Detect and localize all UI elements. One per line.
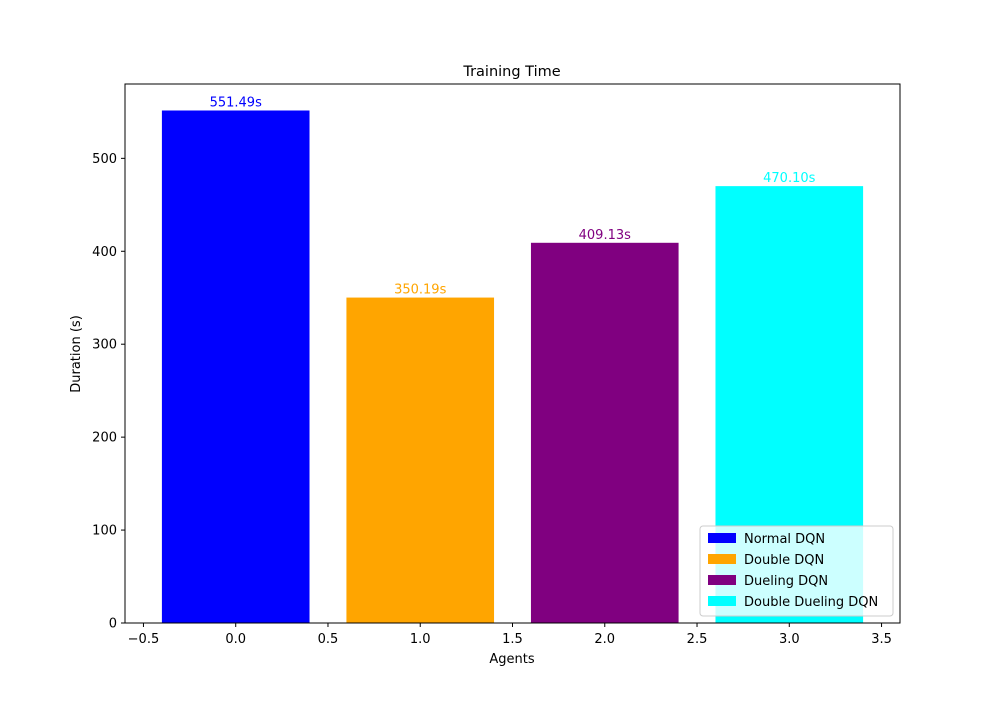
x-tick-label: 2.0	[594, 632, 615, 647]
bar-double-dqn	[346, 297, 495, 623]
x-tick-label: −0.5	[128, 632, 160, 647]
legend-swatch-normal-dqn	[708, 533, 736, 543]
bar-dueling-dqn	[530, 242, 679, 623]
legend-box	[699, 525, 894, 617]
legend-label-normal-dqn: Normal DQN	[744, 532, 825, 547]
x-tick-label: 1.0	[410, 632, 431, 647]
y-tick-label: 400	[92, 245, 117, 260]
chart-title: Training Time	[462, 64, 560, 80]
x-tick-label: 0.5	[318, 632, 339, 647]
x-axis-ticks: −0.5 0.0 0.5 1.0 1.5 2.0 2.5 3.0 3.5	[128, 623, 892, 647]
bar-label-normal-dqn: 551.49s	[210, 95, 262, 110]
legend-swatch-double-dueling-dqn	[708, 596, 736, 606]
bar-label-double-dueling-dqn: 470.10s	[763, 171, 815, 186]
y-tick-label: 200	[92, 431, 117, 446]
legend-label-double-dqn: Double DQN	[744, 553, 824, 568]
y-tick-label: 100	[92, 524, 117, 539]
legend-swatch-dueling-dqn	[708, 575, 736, 585]
y-tick-label: 500	[92, 152, 117, 167]
x-tick-label: 3.0	[779, 632, 800, 647]
x-tick-label: 0.0	[225, 632, 246, 647]
y-axis-ticks: 0 100 200 300 400 500	[92, 152, 125, 632]
x-axis-label: Agents	[489, 652, 534, 667]
plot-frame	[124, 83, 901, 624]
bar-label-dueling-dqn: 409.13s	[579, 228, 631, 243]
y-axis-label: Duration (s)	[69, 315, 84, 393]
legend: Normal DQN Double DQN Dueling DQN Double Du…	[699, 525, 894, 617]
bar-normal-dqn	[161, 110, 310, 624]
legend-label-double-dueling-dqn: Double Dueling DQN	[744, 595, 878, 610]
bar-value-labels: 551.49s 350.19s 409.13s 470.10s	[210, 95, 816, 297]
legend-swatch-double-dqn	[708, 554, 736, 564]
y-tick-label: 300	[92, 338, 117, 353]
x-tick-label: 3.5	[871, 632, 892, 647]
x-tick-label: 1.5	[502, 632, 523, 647]
y-tick-label: 0	[109, 617, 117, 632]
bar-label-double-dqn: 350.19s	[394, 283, 446, 298]
legend-label-dueling-dqn: Dueling DQN	[744, 574, 828, 589]
x-tick-label: 2.5	[687, 632, 708, 647]
